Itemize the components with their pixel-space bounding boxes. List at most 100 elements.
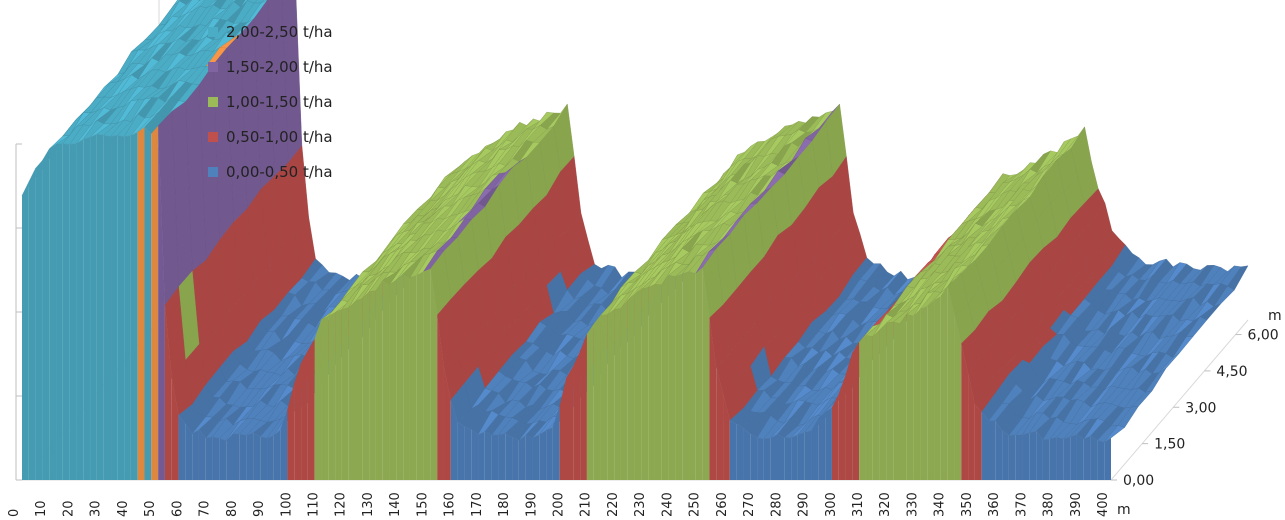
surface-front-face	[437, 315, 444, 480]
surface-plot	[21, 0, 1249, 481]
x-tick-label: 220	[606, 492, 621, 517]
x-tick-label: 150	[415, 492, 430, 517]
surface-front-face	[1070, 434, 1077, 480]
surface-front-face	[246, 432, 254, 480]
surface-front-face	[484, 431, 492, 480]
surface-front-face	[838, 375, 846, 480]
surface-front-face	[852, 342, 860, 480]
legend: 2,00-2,50 t/ha 1,50-2,00 t/ha 1,00-1,50 t/…	[208, 14, 378, 189]
legend-item: 2,00-2,50 t/ha	[208, 14, 378, 49]
surface-front-face	[171, 377, 179, 480]
surface-front-face	[1036, 431, 1043, 480]
surface-front-face	[512, 437, 519, 480]
surface-front-face	[641, 287, 649, 480]
surface-front-face	[137, 127, 145, 480]
surface-front-face	[198, 429, 206, 480]
legend-swatch	[208, 131, 218, 142]
x-tick-label: 370	[1014, 492, 1029, 517]
surface-front-face	[117, 135, 125, 480]
legend-swatch	[208, 166, 218, 177]
surface-front-face	[294, 363, 302, 480]
surface-front-face	[988, 420, 996, 480]
surface-front-face	[974, 404, 982, 480]
surface-front-face	[566, 366, 574, 480]
surface-front-face	[301, 350, 308, 480]
surface-front-face	[770, 434, 778, 480]
x-tick-label: 110	[306, 492, 321, 517]
surface-front-face	[661, 275, 669, 480]
surface-front-face	[83, 137, 91, 481]
surface-front-face	[164, 305, 172, 480]
surface-front-face	[287, 383, 295, 480]
surface-front-face	[409, 275, 417, 480]
surface-front-face	[314, 319, 322, 480]
surface-front-face	[205, 436, 213, 480]
surface-front-face	[736, 423, 744, 480]
y-tick-label: 1,50	[1154, 437, 1185, 453]
surface-front-face	[28, 168, 36, 480]
surface-front-face	[232, 433, 240, 480]
x-tick-label: 60	[170, 500, 185, 517]
y-tick-label: 6,00	[1248, 328, 1279, 344]
surface-front-face	[784, 437, 792, 480]
surface-front-face	[1056, 437, 1064, 480]
legend-label: 1,00-1,50 t/ha	[226, 92, 333, 111]
y-axis-unit: m	[1268, 308, 1282, 324]
legend-swatch	[208, 96, 218, 107]
chart-axes: 0 10 20 30 40 50 60 70 80 90 100 110 120 130 140 150 160…	[7, 308, 1282, 518]
surface-front-face	[573, 351, 581, 480]
x-axis-unit: m	[1117, 502, 1131, 518]
surface-front-face	[69, 143, 77, 480]
x-tick-label: 170	[470, 492, 485, 517]
surface-front-face	[920, 306, 928, 480]
x-tick-label: 350	[960, 492, 975, 517]
surface-front-face	[62, 143, 70, 480]
surface-front-face	[981, 411, 989, 480]
surface-front-face	[403, 273, 410, 480]
surface-front-face	[144, 127, 152, 480]
surface-front-face	[1015, 434, 1023, 480]
surface-front-face	[702, 267, 710, 480]
surface-front-face	[682, 271, 690, 480]
y-tick-label: 4,50	[1216, 364, 1247, 380]
surface-front-face	[478, 431, 485, 480]
x-tick-label: 20	[61, 500, 76, 517]
surface-front-face	[675, 274, 683, 480]
x-tick-label: 290	[797, 492, 812, 517]
legend-label: 1,50-2,00 t/ha	[226, 57, 333, 76]
surface-front-face	[600, 314, 608, 480]
legend-swatch	[208, 26, 218, 37]
legend-label: 2,00-2,50 t/ha	[226, 22, 333, 41]
x-tick-label: 330	[905, 492, 920, 517]
surface-front-face	[654, 284, 662, 480]
x-tick-label: 30	[89, 500, 104, 517]
surface-front-face	[532, 434, 540, 480]
surface-front-face	[1097, 440, 1105, 480]
surface-front-face	[382, 280, 390, 480]
surface-front-face	[695, 267, 703, 480]
x-tick-label: 210	[579, 492, 594, 517]
x-tick-label: 270	[742, 492, 757, 517]
surface-front-face	[927, 300, 935, 480]
surface-front-face	[389, 279, 397, 480]
surface-front-face	[1090, 435, 1098, 480]
x-tick-label: 130	[361, 492, 376, 517]
surface-front-face	[130, 132, 138, 480]
surface-front-face	[185, 423, 193, 480]
x-tick-label: 10	[34, 500, 49, 517]
surface-front-face	[797, 432, 805, 480]
x-tick-label: 390	[1069, 492, 1084, 517]
x-tick-label: 120	[334, 492, 349, 517]
surface-front-face	[1104, 437, 1111, 480]
surface-front-face	[995, 420, 1003, 480]
surface-front-face	[253, 432, 261, 480]
surface-front-face	[110, 135, 118, 480]
x-tick-label: 380	[1042, 492, 1057, 517]
legend-item: 1,00-1,50 t/ha	[208, 84, 378, 119]
y-tick-label: 3,00	[1185, 400, 1216, 416]
surface-front-face	[124, 135, 131, 480]
x-tick-label: 310	[851, 492, 866, 517]
surface-front-face	[580, 334, 587, 480]
x-tick-label: 80	[225, 500, 240, 517]
